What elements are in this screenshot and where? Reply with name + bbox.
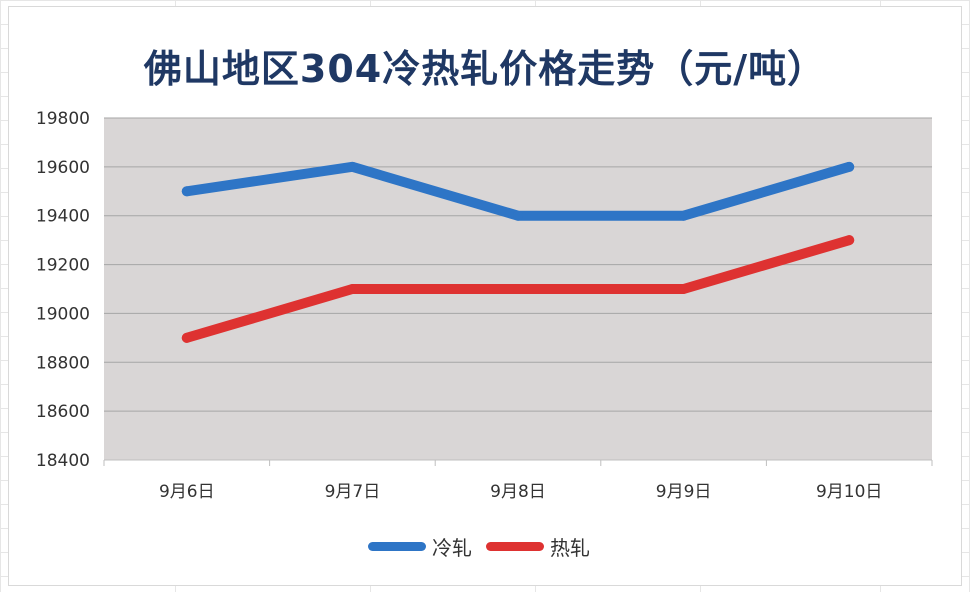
- legend-label-hot-rolled: 热轧: [550, 535, 590, 560]
- y-tick-label: 19200: [36, 256, 90, 276]
- data-point: [347, 284, 358, 294]
- y-tick-label: 18600: [36, 402, 90, 422]
- x-tick-label: 9月9日: [656, 482, 712, 502]
- y-tick-label: 19800: [36, 109, 90, 129]
- y-tick-label: 19400: [36, 207, 90, 227]
- legend-swatch-cold-rolled: [368, 541, 426, 551]
- data-point: [513, 210, 523, 221]
- legend-item-cold-rolled: 冷轧: [368, 531, 472, 561]
- legend: 冷轧 热轧: [0, 531, 970, 561]
- data-point: [347, 161, 358, 172]
- x-tick-label: 9月6日: [159, 482, 215, 502]
- data-point: [678, 284, 689, 294]
- y-tick-label: 18400: [36, 451, 90, 471]
- x-tick-label: 9月8日: [490, 482, 546, 502]
- data-point: [181, 186, 192, 197]
- y-tick-label: 18800: [36, 353, 90, 373]
- data-point: [678, 210, 689, 221]
- data-point: [844, 235, 855, 246]
- y-tick-label: 19000: [36, 304, 90, 324]
- x-tick-label: 9月10日: [816, 482, 882, 502]
- legend-item-hot-rolled: 热轧: [486, 531, 590, 561]
- chart-title: 佛山地区304冷热轧价格走势（元/吨）: [143, 47, 827, 91]
- y-tick-label: 19600: [36, 158, 90, 178]
- data-point: [181, 332, 192, 343]
- legend-swatch-hot-rolled: [486, 541, 544, 551]
- data-point: [844, 161, 855, 172]
- data-point: [513, 284, 523, 294]
- legend-label-cold-rolled: 冷轧: [432, 535, 472, 560]
- x-tick-label: 9月7日: [325, 482, 381, 502]
